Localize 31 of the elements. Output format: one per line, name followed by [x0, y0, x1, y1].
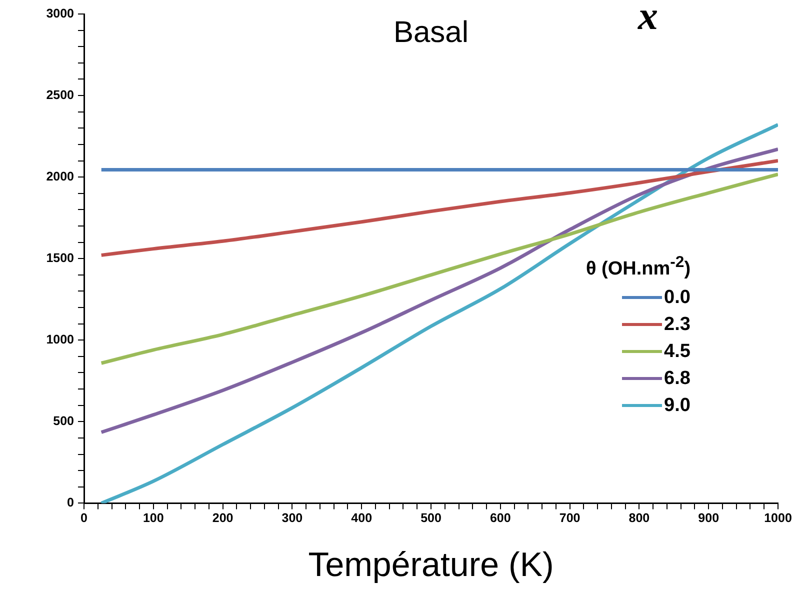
- legend-label: 2.3: [664, 314, 690, 336]
- legend-label: 0.0: [664, 286, 690, 309]
- legend-title: θ (OH.nm$^{-2}$): [586, 254, 691, 280]
- chart-title: Basal: [393, 16, 469, 50]
- y-tick-label: 3000: [46, 6, 74, 20]
- x-tick-label: 600: [490, 511, 511, 526]
- line-series: [100, 172, 778, 365]
- line-series: [100, 147, 778, 434]
- line-series: [100, 159, 778, 257]
- y-tick-label: 1500: [46, 251, 74, 266]
- line-series: [100, 122, 778, 504]
- x-tick-label: 700: [559, 511, 580, 526]
- x-tick-label: 200: [212, 511, 234, 526]
- legend-label: 4.5: [664, 340, 690, 363]
- x-axis-title: Température (K): [308, 546, 554, 584]
- x-tick-label: 900: [698, 511, 720, 526]
- x-tick-label: 300: [282, 511, 303, 526]
- legend-label: 9.0: [664, 394, 690, 417]
- y-tick-label: 1000: [46, 332, 74, 347]
- annotation: x: [638, 0, 658, 38]
- x-tick-label: 800: [628, 511, 650, 526]
- x-tick-label: 0: [80, 511, 88, 526]
- y-tick-label: 2000: [46, 170, 74, 184]
- y-tick-label: 2500: [46, 88, 74, 102]
- x-tick-label: 400: [351, 511, 372, 526]
- x-tick-label: 500: [420, 511, 442, 526]
- y-tick-label: 500: [53, 414, 74, 428]
- legend-label: 6.8: [664, 368, 690, 390]
- y-tick-label: 0: [67, 496, 74, 510]
- x-tick-label: 100: [142, 511, 164, 526]
- x-tick-label: 1000: [764, 511, 792, 526]
